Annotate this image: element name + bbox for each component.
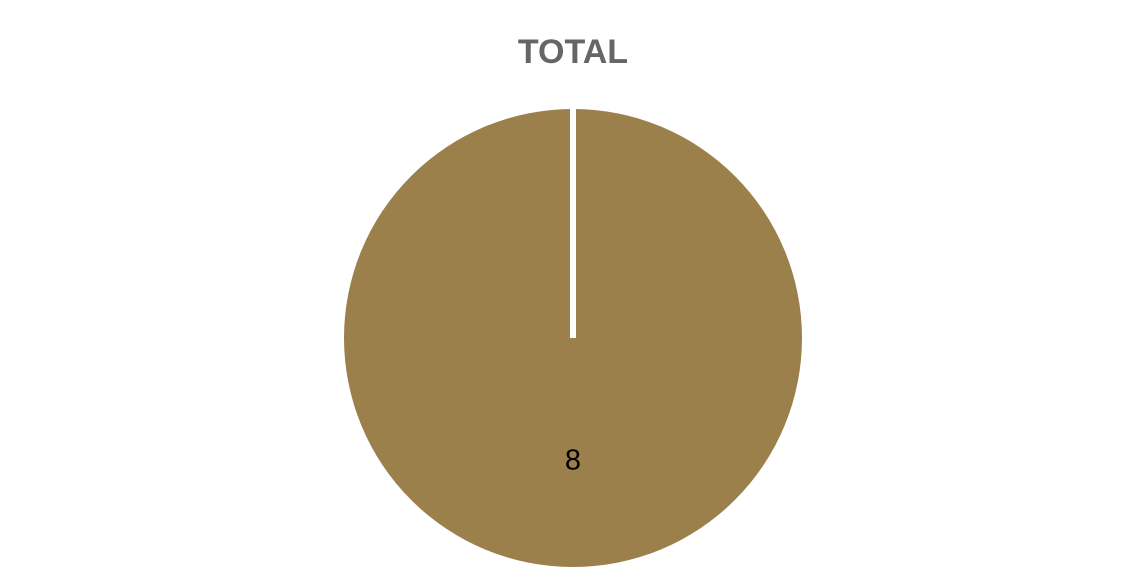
- chart-title: TOTAL: [517, 33, 629, 71]
- pie-data-labels: 8: [565, 444, 581, 476]
- pie-data-label: 8: [565, 444, 581, 476]
- pie-slices: [344, 107, 802, 567]
